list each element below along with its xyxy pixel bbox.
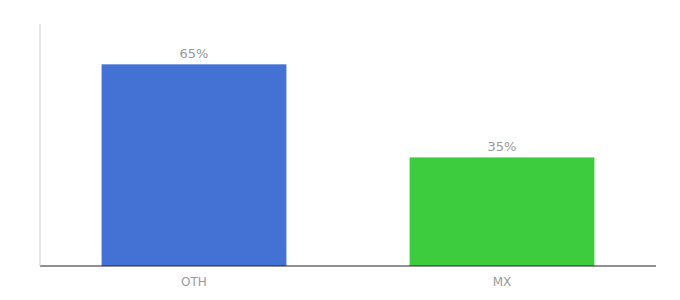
y-axis-line [40,24,41,266]
bar [102,64,287,266]
x-tick-label: MX [493,275,512,289]
chart: 65% 35% OTH MX [0,0,680,300]
plot-area [102,64,595,266]
data-label: 35% [488,139,517,154]
data-label: 65% [180,46,209,61]
x-tick-label: OTH [181,275,207,289]
bar [410,157,595,266]
x-axis-line [40,266,656,267]
chart-container: 65% 35% OTH MX [0,0,680,300]
